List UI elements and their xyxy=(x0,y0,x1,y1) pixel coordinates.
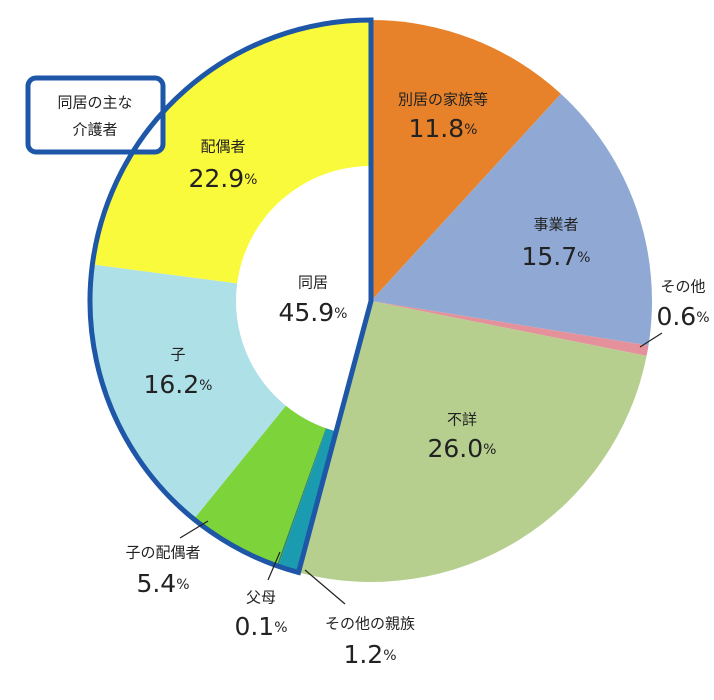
slice-label: 別居の家族等 xyxy=(398,91,488,109)
value-number: 26.0 xyxy=(428,434,484,463)
value-unit: % xyxy=(464,122,477,138)
value-number: 15.7 xyxy=(522,242,578,271)
value-label: 1.2% xyxy=(343,640,396,669)
leader-line xyxy=(639,332,663,348)
slice xyxy=(371,93,653,346)
value-label: 16.2% xyxy=(144,370,213,399)
value-label: 22.9% xyxy=(189,164,258,193)
slice xyxy=(298,301,647,582)
slice xyxy=(92,20,372,284)
value-number: 5.4 xyxy=(136,569,176,598)
slice-label: 子の配偶者 xyxy=(125,544,200,562)
slices xyxy=(90,20,653,582)
value-unit: % xyxy=(274,620,287,636)
value-number: 11.8 xyxy=(409,114,465,143)
group-outline xyxy=(87,17,374,576)
slice xyxy=(193,405,326,566)
slice xyxy=(371,301,649,356)
value-label: 5.4% xyxy=(136,569,189,598)
group-value: 45.9% xyxy=(279,298,348,327)
value-unit: % xyxy=(334,306,347,322)
value-number: 0.1 xyxy=(234,612,274,641)
leader-line xyxy=(304,569,346,605)
value-number: 22.9 xyxy=(189,164,245,193)
value-label: 0.1% xyxy=(234,612,287,641)
value-unit: % xyxy=(483,442,496,458)
value-number: 0.6 xyxy=(656,302,696,331)
value-unit: % xyxy=(696,310,709,326)
value-label: 0.6% xyxy=(656,302,709,331)
slice xyxy=(371,20,561,301)
value-unit: % xyxy=(244,172,257,188)
slice-label: 子 xyxy=(170,346,185,364)
value-label: 15.7% xyxy=(522,242,591,271)
value-number: 45.9 xyxy=(279,298,335,327)
value-unit: % xyxy=(176,577,189,593)
leader-line xyxy=(179,520,209,539)
value-unit: % xyxy=(199,378,212,394)
value-label: 26.0% xyxy=(428,434,497,463)
slice-label: その他 xyxy=(660,278,705,296)
slice-label: 父母 xyxy=(246,589,276,607)
slice-label: 不詳 xyxy=(447,411,477,429)
slice xyxy=(276,428,327,567)
slice-label: その他の親族 xyxy=(325,615,415,633)
slice-label: 事業者 xyxy=(533,216,578,234)
box-label: 介護者 xyxy=(72,121,117,139)
slice xyxy=(278,428,337,573)
value-number: 1.2 xyxy=(343,640,383,669)
value-unit: % xyxy=(383,648,396,664)
slice-label: 配偶者 xyxy=(200,138,245,156)
box-label: 同居の主な xyxy=(57,94,132,112)
leader-line xyxy=(267,551,281,581)
group-label: 同居 xyxy=(298,274,328,292)
value-label: 11.8% xyxy=(409,114,478,143)
value-number: 16.2 xyxy=(144,370,200,399)
value-unit: % xyxy=(577,250,590,266)
